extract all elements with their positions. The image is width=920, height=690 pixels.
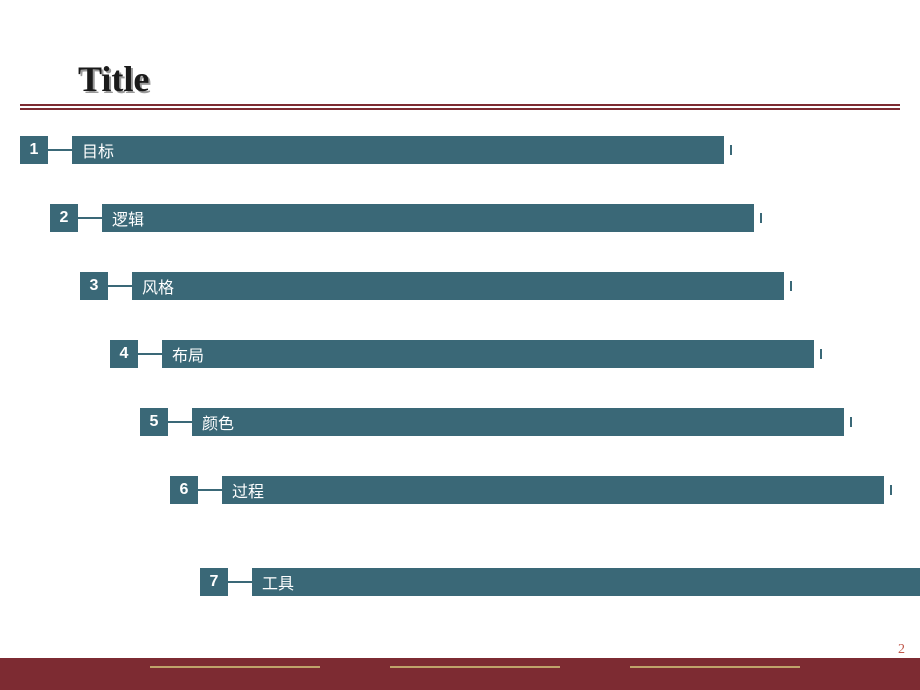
title-text: Title xyxy=(78,59,149,99)
outline-item-bar: 逻辑 xyxy=(102,204,754,232)
outline-item-bar: 目标 xyxy=(72,136,724,164)
outline-item-bar: 布局 xyxy=(162,340,814,368)
title-divider xyxy=(20,104,900,110)
page-title: Title Title xyxy=(78,58,149,100)
outline-item-bar: 过程 xyxy=(222,476,884,504)
outline-item-connector xyxy=(78,217,102,219)
outline-item-connector xyxy=(168,421,192,423)
outline-item: 3 风格 xyxy=(0,272,920,300)
outline-item-number: 1 xyxy=(20,136,48,164)
outline-item-connector xyxy=(108,285,132,287)
outline-item-end-tick xyxy=(850,417,852,427)
footer-band xyxy=(0,658,920,690)
outline-item-number: 5 xyxy=(140,408,168,436)
outline-item: 7 工具 xyxy=(0,568,920,596)
outline-item-connector xyxy=(48,149,72,151)
outline-item-label: 逻辑 xyxy=(112,206,144,230)
footer-accent-segment xyxy=(390,666,560,668)
outline-item-label: 目标 xyxy=(82,138,114,162)
outline-item-connector xyxy=(198,489,222,491)
outline-item-label: 颜色 xyxy=(202,410,234,434)
outline-item-label: 过程 xyxy=(232,478,264,502)
outline-item-number: 3 xyxy=(80,272,108,300)
outline-item-number: 4 xyxy=(110,340,138,368)
outline-item-end-tick xyxy=(820,349,822,359)
footer-accent-segment xyxy=(630,666,800,668)
outline-item: 4 布局 xyxy=(0,340,920,368)
outline-item-label: 工具 xyxy=(262,570,294,594)
outline-item-connector xyxy=(228,581,252,583)
outline-item-number: 7 xyxy=(200,568,228,596)
outline-item-label: 布局 xyxy=(172,342,204,366)
outline-item-end-tick xyxy=(890,485,892,495)
outline-item: 6 过程 xyxy=(0,476,920,504)
outline-item: 1 目标 xyxy=(0,136,920,164)
outline-item-connector xyxy=(138,353,162,355)
outline-item: 2 逻辑 xyxy=(0,204,920,232)
outline-item-bar: 风格 xyxy=(132,272,784,300)
outline-item-number: 6 xyxy=(170,476,198,504)
page-number: 2 xyxy=(898,642,905,658)
outline-item-label: 风格 xyxy=(142,274,174,298)
outline-item-bar: 工具 xyxy=(252,568,920,596)
outline-item: 5 颜色 xyxy=(0,408,920,436)
outline-item-end-tick xyxy=(790,281,792,291)
outline-item-number: 2 xyxy=(50,204,78,232)
outline-item-end-tick xyxy=(760,213,762,223)
outline-item-end-tick xyxy=(730,145,732,155)
footer-accent-segment xyxy=(150,666,320,668)
outline-item-bar: 颜色 xyxy=(192,408,844,436)
